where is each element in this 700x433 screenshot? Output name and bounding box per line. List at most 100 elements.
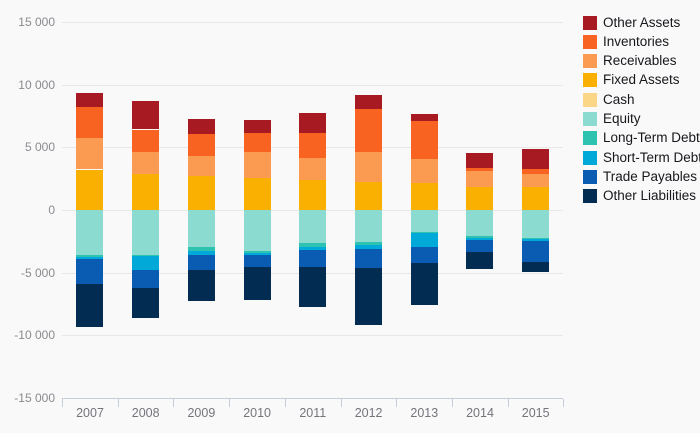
y-axis-tick-label: 5 000 [24,140,55,155]
bar-segment-long-term-debt [299,243,327,248]
x-axis-label-2010: 2010 [243,406,271,420]
bar-segment-equity [466,210,494,236]
legend-item-long-term-debt: Long-Term Debt [583,131,700,146]
x-axis-tick [340,399,342,407]
bar-segment-trade-payables [243,255,271,267]
bar-segment-fixed-assets [354,182,382,210]
bar-segment-trade-payables [132,269,160,288]
legend-swatch-icon [583,169,597,184]
x-axis-label-2015: 2015 [521,406,550,420]
bar-segment-equity [243,210,271,251]
bar-segment-other-assets [522,149,549,170]
bar-segment-inventories [466,168,494,172]
x-axis-tick [62,399,63,407]
bar-segment-trade-payables [466,239,494,253]
bar-segment-fixed-assets [466,186,494,210]
y-axis-tick-label: 0 [48,203,55,217]
bar-segment-fixed-assets [522,186,549,210]
x-axis-tick [507,399,509,407]
bar-segment-equity [522,210,549,238]
bar-segment-equity [132,210,160,255]
y-axis-tick-label: -10 000 [14,328,55,343]
bar-segment-long-term-debt [466,235,494,238]
bar-segment-other-assets [132,100,160,130]
bar-segment-fixed-assets [410,183,438,210]
legend-label: Other Assets [603,14,681,30]
bar-segment-trade-payables [76,259,104,284]
bar-segment-inventories [522,169,549,175]
legend-item-inventories: Inventories [583,34,669,49]
bar-segment-long-term-debt [76,254,104,257]
x-axis-label-2009: 2009 [187,406,216,420]
bar-segment-other-assets [354,95,382,110]
bar-segment-fixed-assets [187,176,215,210]
bar-segment-other-liabilities [187,270,215,301]
x-axis-tick [563,399,565,407]
bar-segment-other-liabilities [299,267,327,307]
bar-segment-long-term-debt [410,232,438,234]
bar-segment-equity [354,210,382,242]
bar-segment-receivables [354,151,382,183]
x-axis-tick [117,399,119,407]
bar-segment-other-liabilities [76,284,104,328]
y-axis-tick-label: 10 000 [18,77,55,92]
bar-segment-other-assets [76,92,104,108]
bar-segment-other-liabilities [410,263,438,306]
bar-segment-other-liabilities [243,266,271,300]
y-gridline [62,84,564,86]
bar-segment-inventories [299,133,327,159]
legend-item-trade-payables: Trade Payables [583,169,697,184]
legend-label: Trade Payables [603,168,698,184]
legend-swatch-icon [583,34,597,49]
bar-segment-receivables [243,151,271,179]
legend-swatch-icon [583,54,597,69]
bar-segment-equity [299,210,327,244]
bar-segment-trade-payables [522,241,549,262]
legend-label: Cash [603,91,635,107]
bar-segment-fixed-assets [76,169,104,210]
y-axis-tick-label: 15 000 [18,14,55,29]
y-gridline [62,21,564,23]
legend-item-fixed-assets: Fixed Assets [583,73,680,88]
legend-label: Short-Term Debt [603,149,700,165]
bar-segment-inventories [132,129,160,152]
bar-segment-other-liabilities [522,261,549,273]
legend-label: Other Liabilities [603,188,697,204]
bar-segment-other-assets [466,153,494,169]
bar-segment-other-liabilities [354,268,382,325]
bar-segment-inventories [243,133,271,152]
legend-swatch-icon [583,131,597,146]
bar-segment-equity [410,210,438,233]
x-axis-tick [284,399,286,407]
bar-segment-inventories [410,121,438,160]
bar-segment-fixed-assets [243,178,271,210]
legend-label: Equity [603,111,641,126]
bar-segment-short-term-debt [410,233,438,247]
x-axis-label-2007: 2007 [76,406,104,420]
bar-segment-receivables [466,171,494,187]
legend-item-receivables: Receivables [583,54,677,69]
bar-segment-short-term-debt [466,237,494,240]
legend-swatch-icon [583,112,597,126]
bar-segment-short-term-debt [299,247,327,250]
x-axis-tick [229,399,231,407]
bar-segment-short-term-debt [187,251,215,255]
x-axis-line [62,398,564,399]
legend-swatch-icon [583,150,597,165]
legend-item-other-assets: Other Assets [583,15,680,30]
bar-segment-receivables [410,159,438,184]
legend-item-cash: Cash [583,92,635,107]
y-gridline [62,335,564,337]
bar-segment-receivables [132,151,160,175]
x-axis-label-2011: 2011 [299,406,327,420]
bar-segment-short-term-debt [132,255,160,270]
bar-segment-trade-payables [299,249,327,268]
legend-label: Inventories [603,33,670,49]
bar-segment-long-term-debt [187,247,215,251]
bar-segment-receivables [76,137,104,170]
bar-segment-other-liabilities [132,287,160,319]
bar-segment-short-term-debt [243,252,271,256]
x-axis-label-2008: 2008 [131,406,160,420]
bar-segment-inventories [187,133,215,157]
x-axis-tick [452,399,453,407]
